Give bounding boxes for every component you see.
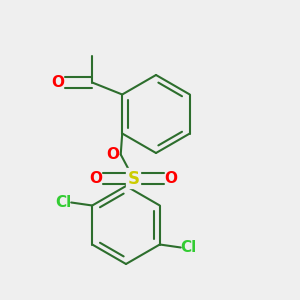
Text: O: O	[89, 171, 103, 186]
Text: O: O	[107, 147, 120, 162]
Text: Cl: Cl	[180, 240, 196, 255]
Text: O: O	[51, 75, 64, 90]
Text: O: O	[164, 171, 178, 186]
Text: S: S	[128, 169, 140, 188]
Text: Cl: Cl	[56, 195, 72, 210]
